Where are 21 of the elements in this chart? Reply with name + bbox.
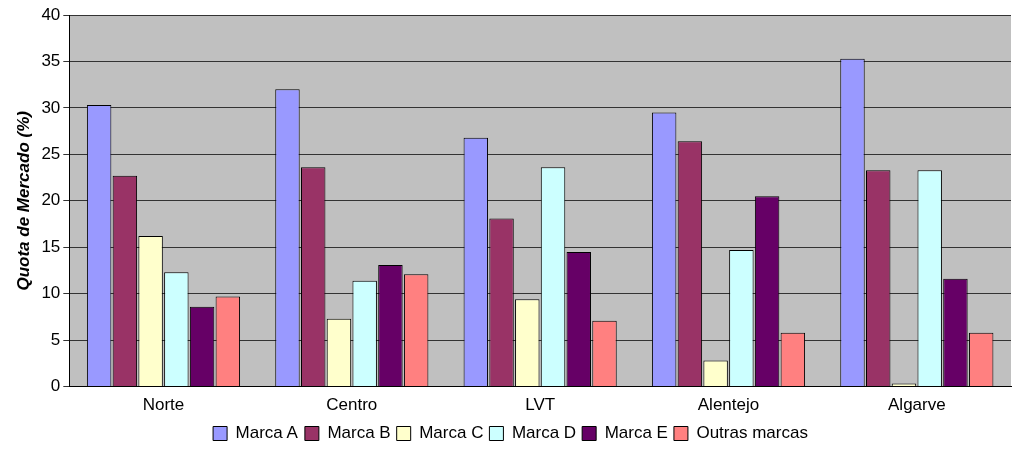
y-tick-label: 15 xyxy=(41,236,61,256)
y-tick-label: 35 xyxy=(41,51,61,71)
y-tick-label: 5 xyxy=(50,329,61,349)
y-axis-title: Quota de Mercado (%) xyxy=(13,110,33,291)
y-tick-label: 20 xyxy=(41,190,61,210)
x-tick-label: Algarve xyxy=(888,395,946,415)
legend-label: Marca E xyxy=(604,423,668,443)
x-tick-label: Centro xyxy=(326,395,378,415)
x-tick-label: Alentejo xyxy=(697,395,760,415)
x-tick-label: LVT xyxy=(525,395,556,415)
legend-label: Marca B xyxy=(327,423,391,443)
y-tick-label: 40 xyxy=(41,4,61,24)
legend-label: Outras marcas xyxy=(696,423,808,443)
legend-label: Marca D xyxy=(511,423,577,443)
y-tick-label: 30 xyxy=(41,97,61,117)
legend-label: Marca A xyxy=(235,423,299,443)
legend-label: Marca C xyxy=(419,423,484,443)
y-tick-label: 25 xyxy=(41,144,61,164)
y-tick-label: 10 xyxy=(41,283,61,303)
y-tick-label: 0 xyxy=(50,376,61,396)
x-tick-label: Norte xyxy=(142,395,185,415)
